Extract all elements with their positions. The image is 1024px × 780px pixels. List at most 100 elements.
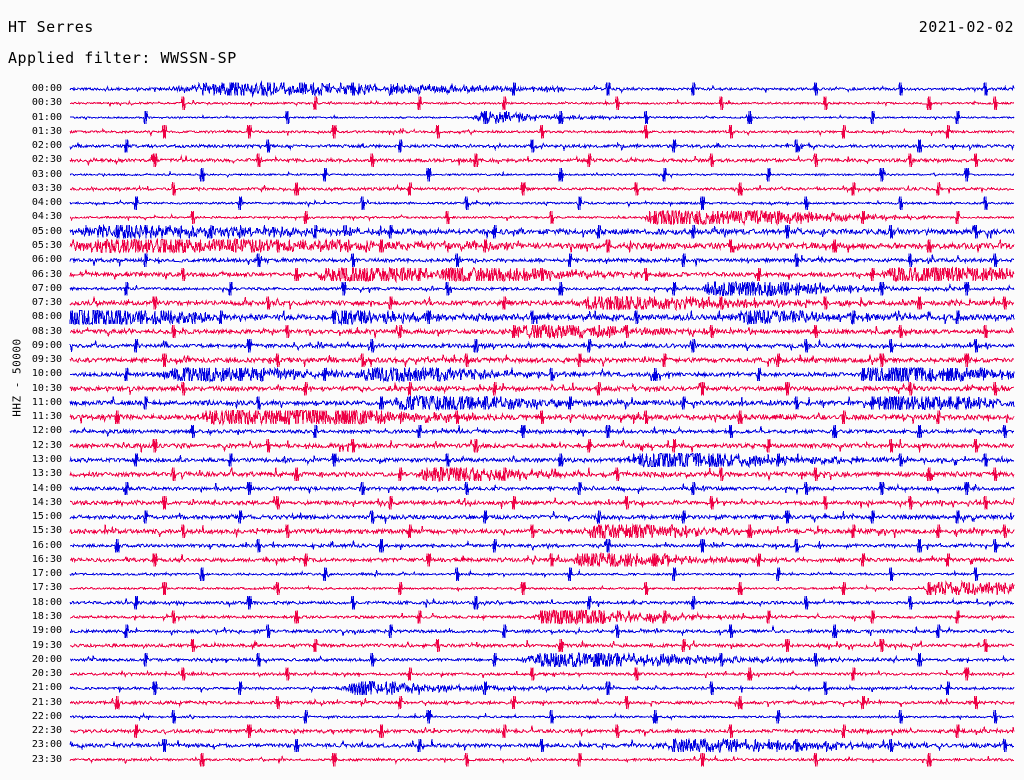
time-tick-label: 13:00 [31,454,62,466]
trace-row [69,209,1015,226]
applied-filter-label: Applied filter: WWSSN-SP [8,49,237,67]
time-tick-label: 18:30 [31,610,62,622]
time-tick-label: 02:30 [31,154,62,166]
time-tick-label: 05:30 [31,239,62,251]
trace-row [69,339,1015,353]
trace-row [69,710,1015,724]
time-tick-label: 14:00 [31,482,62,494]
time-tick-label: 18:00 [31,596,62,608]
trace-row [69,353,1015,367]
trace-row [69,167,1015,182]
time-tick-label: 11:30 [31,411,62,423]
trace-row [69,366,1015,383]
trace-row [69,408,1015,426]
time-tick-label: 12:00 [31,425,62,437]
time-tick-label: 23:00 [31,739,62,751]
time-tick-label: 21:30 [31,696,62,708]
time-tick-label: 13:30 [31,468,62,480]
trace-row [69,452,1015,469]
time-tick-label: 22:00 [31,710,62,722]
time-tick-label: 05:00 [31,225,62,237]
time-tick-label: 12:30 [31,439,62,451]
trace-row [69,753,1015,767]
trace-row [69,182,1015,196]
time-tick-label: 23:30 [31,753,62,765]
trace-row [69,638,1015,653]
trace-row [69,695,1015,710]
trace-row [69,125,1015,139]
time-tick-label: 15:00 [31,511,62,523]
trace-row [69,724,1015,738]
trace-row [69,496,1015,510]
waveform-traces [69,80,1015,767]
time-tick-label: 04:30 [31,211,62,223]
time-tick-label: 22:30 [31,725,62,737]
time-tick-label: 07:30 [31,297,62,309]
trace-row [69,510,1015,524]
time-tick-label: 00:00 [31,83,62,94]
time-tick-label: 02:00 [31,140,62,152]
trace-row [69,153,1015,168]
trace-row [69,96,1015,110]
time-tick-label: 03:00 [31,168,62,180]
trace-row [69,467,1015,482]
trace-row [69,237,1015,255]
seismogram-plot: 00:00 00:30 01:00 01:30 02:00 02:30 03:00 03:30… [0,76,1024,776]
trace-row [69,381,1015,396]
time-tick-label: 11:00 [31,396,62,408]
time-tick-label: 01:30 [31,125,62,137]
time-tick-label: 06:30 [31,268,62,280]
time-tick-label: 00:30 [31,97,62,109]
trace-row [69,280,1015,298]
trace-row [69,308,1015,326]
trace-row [69,580,1015,596]
trace-row [69,196,1015,210]
time-tick-label: 19:30 [31,639,62,651]
time-tick-label: 10:00 [31,368,62,380]
time-tick-label: 03:30 [31,182,62,194]
trace-row [69,596,1015,610]
trace-row [69,424,1015,439]
time-tick-label: 06:00 [31,254,62,266]
time-tick-label: 08:00 [31,311,62,323]
trace-row [69,224,1015,240]
trace-row [69,624,1015,638]
time-tick-label: 14:30 [31,496,62,508]
trace-row [69,110,1015,125]
time-tick-label: 10:30 [31,382,62,394]
trace-row [69,481,1015,496]
trace-row [69,295,1015,312]
time-tick-label: 16:30 [31,553,62,565]
trace-row [69,439,1015,453]
time-tick-label: 17:00 [31,568,62,580]
time-tick-label: 15:30 [31,525,62,537]
time-tick-label: 09:00 [31,339,62,351]
time-tick-label: 21:00 [31,682,62,694]
time-tick-label: 20:00 [31,653,62,665]
time-tick-label: 17:30 [31,582,62,594]
trace-row [69,139,1015,153]
record-date: 2021-02-02 [918,18,1014,36]
trace-row [69,324,1015,339]
trace-row [69,738,1015,753]
trace-row [69,253,1015,267]
trace-row [70,551,1015,568]
trace-row [69,266,1015,283]
time-tick-label: 04:00 [31,197,62,209]
trace-row [69,667,1015,681]
trace-canvas [0,76,1024,776]
trace-row [69,394,1015,412]
time-tick-label: 01:00 [31,111,62,123]
time-axis: 00:00 00:30 01:00 01:30 02:00 02:30 03:00 03:30… [0,76,70,776]
trace-row [69,538,1015,553]
trace-row [69,609,1015,626]
trace-row [69,80,1015,98]
trace-row [69,681,1015,696]
time-tick-label: 19:00 [31,625,62,637]
page-title: HT Serres [8,18,94,36]
time-tick-label: 09:30 [31,354,62,366]
trace-row [69,523,1015,539]
time-tick-label: 20:30 [31,668,62,680]
time-tick-label: 07:00 [31,282,62,294]
